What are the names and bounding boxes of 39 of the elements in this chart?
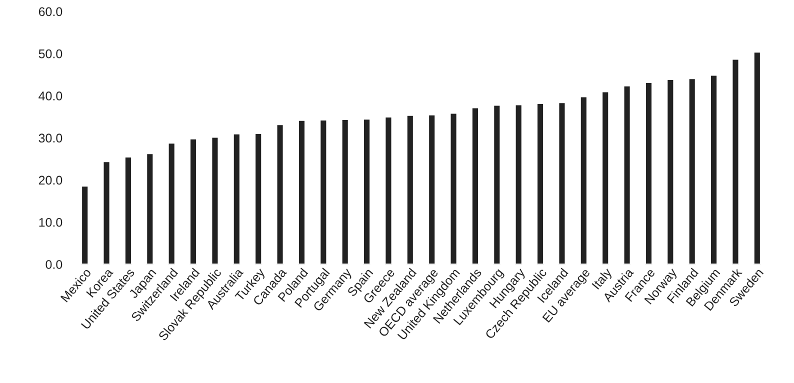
bar xyxy=(449,112,458,264)
bar xyxy=(558,102,566,264)
bar xyxy=(232,132,241,264)
bar xyxy=(254,132,263,264)
bar xyxy=(276,124,284,264)
y-tick-label: 10.0 xyxy=(39,218,62,227)
bar xyxy=(319,119,328,264)
bar xyxy=(580,96,588,264)
bar xyxy=(514,104,523,264)
bar xyxy=(601,90,610,264)
bar xyxy=(753,51,762,264)
bar xyxy=(210,136,220,264)
bar xyxy=(80,185,90,264)
bar xyxy=(124,156,132,264)
bar xyxy=(710,74,718,264)
bar xyxy=(384,116,393,264)
bar xyxy=(688,78,696,264)
bar xyxy=(428,114,436,264)
bar xyxy=(471,106,480,264)
y-tick-label: 0.0 xyxy=(46,260,62,269)
y-tick-label: 50.0 xyxy=(38,49,62,58)
bar xyxy=(102,160,111,264)
bar xyxy=(406,114,414,264)
bar xyxy=(298,119,306,264)
y-tick-label: 30.0 xyxy=(38,134,62,143)
bar xyxy=(189,138,198,264)
bar xyxy=(666,78,675,264)
bar xyxy=(536,102,544,264)
bar xyxy=(340,118,350,264)
bar xyxy=(167,142,176,264)
bar xyxy=(492,104,502,264)
bar xyxy=(362,118,371,264)
y-tick-label: 40.0 xyxy=(38,92,62,100)
bar xyxy=(644,82,653,264)
bar xyxy=(622,84,632,264)
bar xyxy=(146,152,154,264)
y-tick-label: 20.0 xyxy=(38,176,62,185)
y-tick-label: 60.0 xyxy=(38,7,62,16)
bar xyxy=(731,58,740,264)
